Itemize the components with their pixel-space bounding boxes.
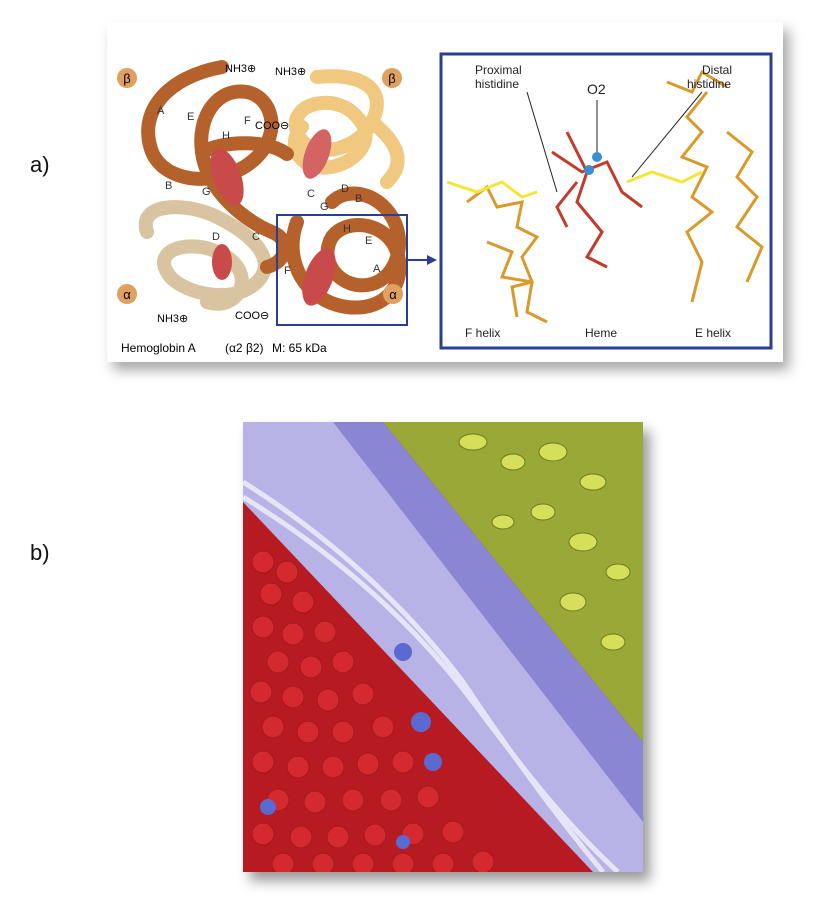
svg-text:E helix: E helix [695, 326, 731, 340]
blood-cell-illustration [243, 422, 643, 872]
svg-text:O2: O2 [587, 81, 606, 97]
zoom-box [276, 214, 408, 326]
heme-sticks [551, 131, 643, 269]
blue-proteins [260, 643, 442, 849]
pale-alpha-chain [138, 200, 272, 311]
svg-text:C: C [307, 188, 315, 200]
terminus-nh3-2: NH3⊕ [275, 66, 306, 78]
histidine-sticks [446, 170, 703, 199]
svg-text:H: H [222, 130, 230, 142]
svg-text:H: H [343, 223, 351, 235]
svg-text:A: A [157, 105, 165, 117]
svg-text:F helix: F helix [465, 326, 500, 340]
iron-atom [584, 165, 594, 175]
chain-label-beta-left: β [117, 68, 137, 88]
helix-letters-beta: A E F H B G D C [157, 105, 260, 243]
caption-formula: (α2 β2) [225, 341, 264, 355]
leader-lines [526, 91, 703, 193]
svg-text:histidine: histidine [687, 77, 731, 91]
terminus-nh3-1: NH3⊕ [225, 63, 256, 75]
svg-text:B: B [355, 193, 362, 205]
o2-atom [592, 152, 602, 162]
membrane-illustration [243, 422, 643, 872]
caption-mass: M: 65 kDa [272, 341, 327, 355]
svg-text:G: G [320, 201, 329, 213]
svg-text:Proximal: Proximal [475, 63, 522, 77]
chain-label-alpha-left: α [117, 284, 137, 304]
heme-discs [210, 129, 336, 306]
svg-text:D: D [341, 183, 349, 195]
svg-text:α: α [123, 287, 131, 302]
svg-text:G: G [202, 186, 211, 198]
dark-alpha-chain [285, 186, 407, 315]
svg-text:α: α [389, 287, 397, 302]
svg-text:histidine: histidine [475, 77, 519, 91]
heme-detail-frame [439, 52, 773, 350]
hemoglobin-figure: β β α α NH3⊕ NH3⊕ COO⊖ NH3⊕ COO⊖ A E F H… [107, 22, 783, 362]
svg-text:Heme: Heme [585, 326, 617, 340]
chain-label-beta-right: β [382, 68, 402, 88]
caption-name: Hemoglobin A [121, 341, 196, 355]
chain-label-alpha-right: α [383, 284, 403, 304]
spectrin-strands [243, 479, 620, 872]
svg-text:D: D [212, 231, 220, 243]
helix-letters-alpha: C D B G H E A F [284, 183, 381, 277]
svg-text:F: F [284, 265, 291, 277]
svg-text:A: A [373, 263, 381, 275]
svg-text:C: C [252, 231, 260, 243]
heme-detail-labels: Proximal histidine O2 Distal histidine F… [465, 63, 732, 340]
svg-text:E: E [187, 111, 194, 123]
svg-text:Distal: Distal [702, 63, 732, 77]
svg-text:β: β [388, 71, 395, 86]
hemoglobin-molecules [249, 550, 495, 872]
svg-text:F: F [244, 115, 251, 127]
hemoglobin-diagram: β β α α NH3⊕ NH3⊕ COO⊖ NH3⊕ COO⊖ A E F H… [117, 52, 773, 355]
svg-text:β: β [123, 71, 130, 86]
terminus-nh3-3: NH3⊕ [157, 313, 188, 325]
svg-text:E: E [365, 235, 372, 247]
plasma-proteins [458, 433, 631, 651]
terminus-coo-2: COO⊖ [235, 310, 269, 322]
terminus-coo-1: COO⊖ [255, 120, 289, 132]
panel-label-a: a) [30, 152, 50, 177]
dark-beta-chain [141, 60, 294, 274]
arrowhead-icon [427, 255, 437, 265]
helix-sticks [466, 69, 764, 324]
svg-text:B: B [165, 180, 172, 192]
membrane-light [243, 422, 643, 872]
panel-label-b: b) [30, 540, 50, 565]
